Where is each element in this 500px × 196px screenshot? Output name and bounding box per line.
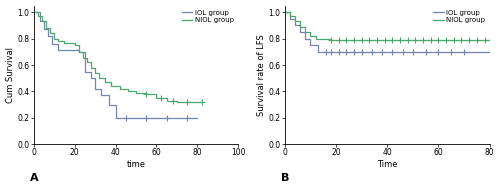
X-axis label: time: time [126,160,146,169]
Legend: IOL group, NIOL group: IOL group, NIOL group [432,9,486,24]
Y-axis label: Survival rate of LFS: Survival rate of LFS [257,34,266,116]
Y-axis label: Cum Survival: Cum Survival [6,47,15,103]
Text: B: B [280,173,289,183]
Legend: IOL group, NIOL group: IOL group, NIOL group [182,9,235,24]
Text: A: A [30,173,38,183]
X-axis label: Time: Time [377,160,398,169]
